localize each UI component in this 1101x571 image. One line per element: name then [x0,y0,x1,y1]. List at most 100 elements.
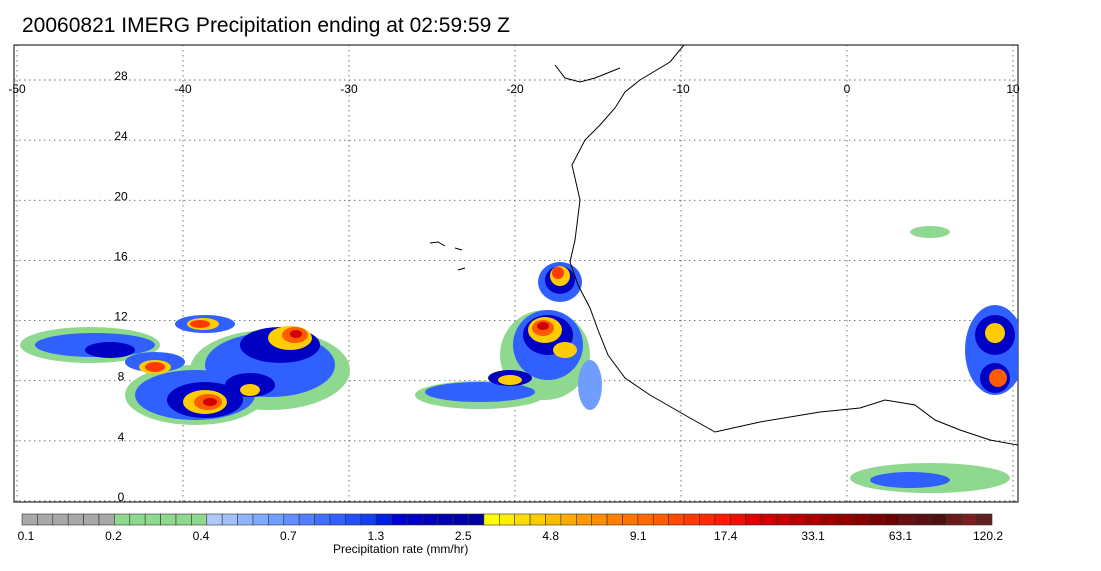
colorbar-swatch [899,513,916,526]
colorbar-swatch [622,513,639,526]
colorbar-swatch [114,513,131,526]
colorbar-swatch [498,513,515,526]
colorbar-swatch [776,513,793,526]
colorbar-swatch [945,513,962,526]
colorbar-swatch [560,513,577,526]
colorbar-swatch [129,513,146,526]
colorbar-swatch [806,513,823,526]
colorbar-swatch [422,513,439,526]
canary-islands [429,241,466,271]
page-title: 20060821 IMERG Precipitation ending at 0… [22,14,510,37]
colorbar-swatch [314,513,331,526]
colorbar-swatch [930,513,947,526]
longitude-tick-label: -50 [8,82,26,96]
colorbar-swatch [729,513,746,526]
colorbar-label: 4.8 [542,529,559,543]
colorbar-swatch [914,513,931,526]
colorbar-swatch [452,513,469,526]
colorbar-swatch [252,513,269,526]
longitude-tick-label: 0 [844,82,851,96]
latitude-tick-labels: 28 24 20 16 12 8 4 0 [114,69,128,504]
colorbar-title: Precipitation rate (mm/hr) [333,542,469,556]
colorbar-swatch [468,513,485,526]
colorbar-swatch [683,513,700,526]
colorbar-swatch [67,513,84,526]
latitude-tick-label: 20 [114,189,128,203]
latitude-tick-label: 24 [114,129,128,143]
longitude-tick-label: -20 [506,82,524,96]
colorbar-swatch [345,513,362,526]
colorbar-swatch [760,513,777,526]
colorbar-labels: 0.1 0.2 0.4 0.7 1.3 2.5 4.8 9.1 17.4 33.1 63.1 120.… [18,529,1004,543]
latitude-tick-label: 16 [114,249,128,263]
longitude-tick-label: -10 [672,82,690,96]
colorbar-swatch [976,513,993,526]
colorbar-swatch [883,513,900,526]
colorbar-swatch [437,513,454,526]
colorbar-label: 9.1 [630,529,647,543]
longitude-tick-label: -30 [340,82,358,96]
colorbar-swatch [52,513,69,526]
colorbar-label: 0.1 [18,529,35,543]
spain-coast [554,64,621,83]
colorbar-label: 2.5 [455,529,472,543]
colorbar-swatch [483,513,500,526]
colorbar-swatch [868,513,885,526]
colorbar-swatch [853,513,870,526]
precipitation-map: -50 -40 -30 -20 -10 0 10 28 24 20 16 12 8 4 0 [8,44,1020,504]
colorbar-label: 0.2 [105,529,122,543]
colorbar-swatch [822,513,839,526]
colorbar-swatch [329,513,346,526]
colorbar-swatch [529,513,546,526]
colorbar-swatch [37,513,54,526]
colorbar-swatch [283,513,300,526]
latitude-tick-label: 8 [118,370,125,384]
colorbar-label: 120.2 [973,529,1003,543]
colorbar-swatch [144,513,161,526]
colorbar-swatch [268,513,285,526]
colorbar-swatch [545,513,562,526]
colorbar-swatch [637,513,654,526]
longitude-tick-label: 10 [1006,82,1020,96]
colorbar-swatch [652,513,669,526]
colorbar-swatch [960,513,977,526]
colorbar-label: 63.1 [889,529,913,543]
colorbar-label: 1.3 [367,529,384,543]
colorbar-swatch [191,513,208,526]
precipitation-cells [20,226,1018,493]
colorbar-swatch [714,513,731,526]
colorbar-label: 0.4 [193,529,210,543]
latitude-tick-label: 12 [114,310,128,324]
colorbar-swatch [668,513,685,526]
colorbar-swatch [98,513,115,526]
colorbar-swatch [837,513,854,526]
colorbar-swatch [514,513,531,526]
colorbar-swatch [791,513,808,526]
rain-cluster-central [415,262,602,410]
colorbar-swatch [699,513,716,526]
africa-west-coast [569,45,1018,446]
rain-cluster-east [850,226,1018,493]
colorbar-swatch [83,513,100,526]
latitude-tick-label: 4 [118,430,125,444]
colorbar-swatch [175,513,192,526]
coastlines [429,45,1018,446]
colorbar-label: 0.7 [280,529,297,543]
colorbar-swatch [21,513,38,526]
colorbar-swatch [375,513,392,526]
longitude-tick-label: -40 [174,82,192,96]
rain-cluster-west [20,315,350,425]
colorbar-boxes [21,513,993,526]
colorbar-label: 17.4 [714,529,738,543]
colorbar-swatch [360,513,377,526]
map-frame [13,44,1019,503]
colorbar-swatch [237,513,254,526]
longitude-tick-labels: -50 -40 -30 -20 -10 0 10 [8,82,1020,96]
colorbar-swatch [575,513,592,526]
colorbar-swatch [591,513,608,526]
colorbar-swatch [160,513,177,526]
latitude-tick-label: 0 [118,490,125,504]
grid-lines [14,45,1018,502]
colorbar-swatch [406,513,423,526]
